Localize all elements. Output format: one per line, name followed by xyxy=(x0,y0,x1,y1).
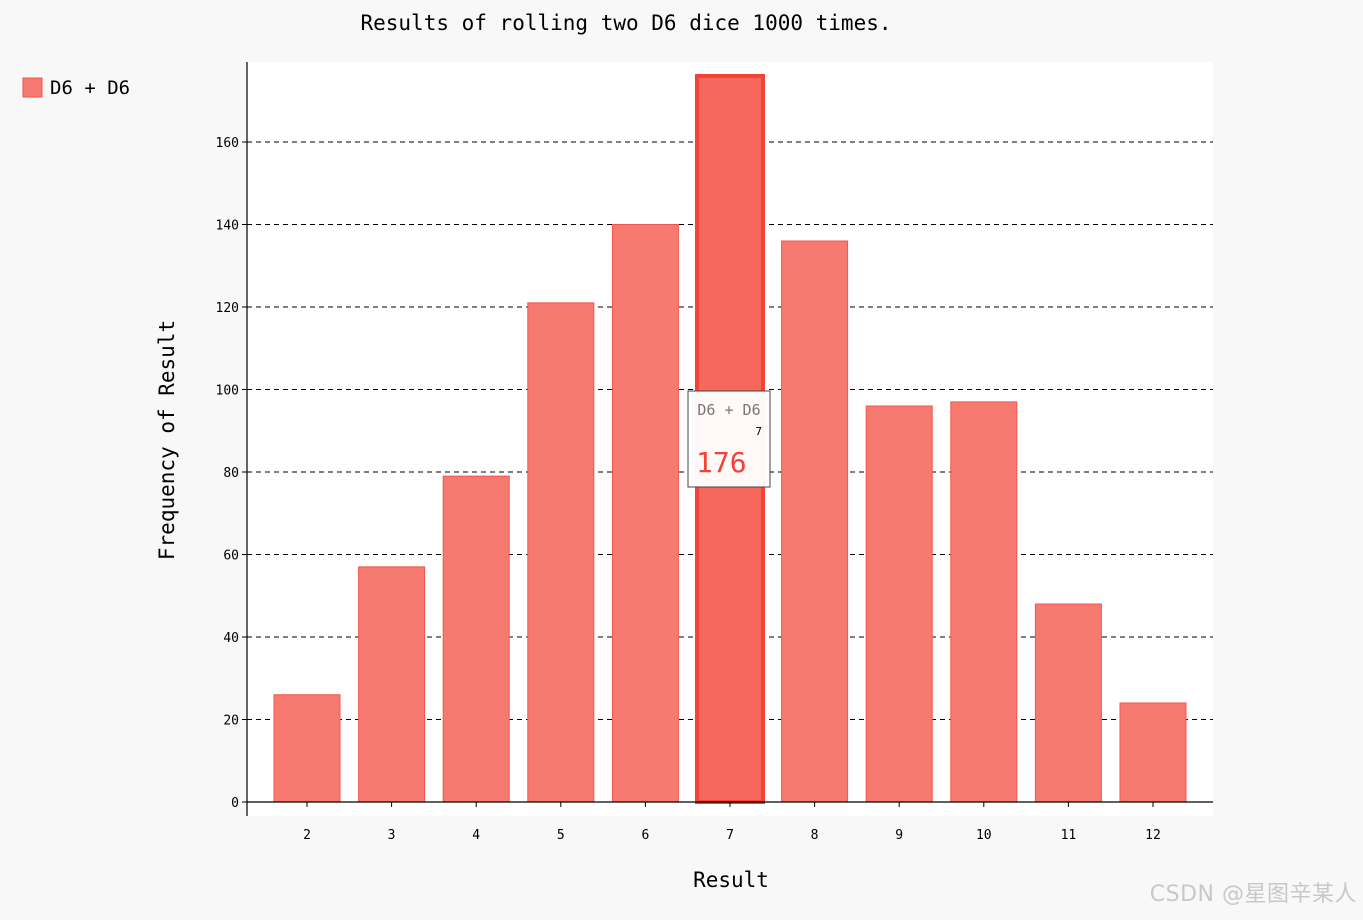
x-tick-label: 7 xyxy=(726,828,734,843)
x-tick-label: 2 xyxy=(303,828,311,843)
y-tick-label: 120 xyxy=(216,301,239,316)
y-axis-label: Frequency of Result xyxy=(155,320,179,560)
bar[interactable] xyxy=(1034,603,1102,803)
bar[interactable] xyxy=(865,405,933,803)
x-tick-label: 11 xyxy=(1061,828,1077,843)
y-tick-label: 80 xyxy=(223,466,239,481)
x-tick-labels: 2 3 4 5 6 7 8 9 10 11 12 xyxy=(303,802,1161,843)
legend-swatch xyxy=(22,77,43,98)
y-tick-label: 20 xyxy=(223,714,239,729)
tooltip-value: 176 xyxy=(696,446,747,479)
y-tick-label: 100 xyxy=(216,384,239,399)
x-tick-label: 12 xyxy=(1145,828,1161,843)
bar[interactable] xyxy=(358,566,426,803)
bar[interactable] xyxy=(442,475,510,803)
bar[interactable] xyxy=(527,302,595,803)
y-tick-label: 0 xyxy=(231,796,239,811)
y-tick-label: 40 xyxy=(223,631,239,646)
bar[interactable] xyxy=(781,240,849,803)
chart-title: Results of rolling two D6 dice 1000 time… xyxy=(360,11,891,35)
x-tick-label: 4 xyxy=(472,828,480,843)
x-tick-label: 6 xyxy=(641,828,649,843)
y-tick-label: 160 xyxy=(216,136,239,151)
x-tick-label: 5 xyxy=(557,828,565,843)
bar[interactable] xyxy=(273,694,341,803)
legend-label: D6 + D6 xyxy=(50,77,130,99)
tooltip: D6 + D6 7 176 xyxy=(687,390,771,488)
watermark: CSDN @星图辛某人 xyxy=(1149,882,1357,907)
bar[interactable] xyxy=(950,401,1018,803)
tooltip-category: 7 xyxy=(755,425,762,438)
x-tick-label: 8 xyxy=(811,828,819,843)
x-axis-label: Result xyxy=(693,868,769,892)
x-tick-label: 10 xyxy=(976,828,992,843)
bar[interactable] xyxy=(611,224,679,803)
bar[interactable] xyxy=(1119,702,1187,803)
tooltip-series: D6 + D6 xyxy=(697,401,760,419)
x-tick-label: 3 xyxy=(388,828,396,843)
y-tick-labels: 0 20 40 60 80 100 120 140 160 xyxy=(216,136,247,811)
tooltip-box xyxy=(687,390,771,488)
legend[interactable]: D6 + D6 xyxy=(22,77,130,99)
y-tick-label: 140 xyxy=(216,219,239,234)
x-tick-label: 9 xyxy=(895,828,903,843)
y-tick-label: 60 xyxy=(223,549,239,564)
